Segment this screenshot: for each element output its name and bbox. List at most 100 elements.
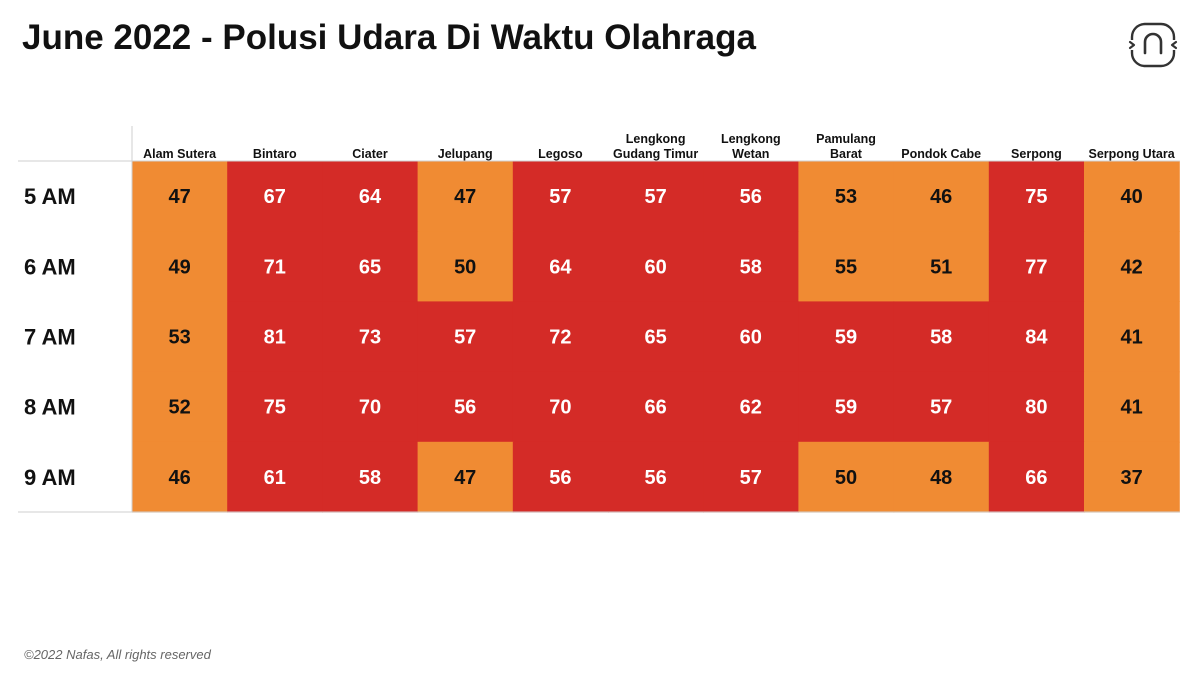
page-title: June 2022 - Polusi Udara Di Waktu Olahra… [22,18,756,57]
column-header-label: Serpong [1011,147,1062,161]
column-header-label: Jelupang [438,147,493,161]
cell-value-label: 61 [264,467,286,489]
cell-value-label: 60 [644,256,666,278]
cell-value-label: 41 [1120,397,1142,419]
heatmap-cell [132,301,228,373]
cell-value-label: 58 [359,467,381,489]
heatmap-cell [1084,161,1180,232]
cell-value-label: 72 [549,327,571,349]
cell-value-label: 47 [168,186,190,208]
heatmap-cell [322,441,419,513]
heatmap-cell [988,371,1085,443]
heatmap-cell [988,441,1085,513]
cell-value-label: 57 [930,397,952,419]
heatmap-cell [608,371,704,443]
cell-value-label: 49 [168,256,190,278]
heatmap-cell [322,301,419,373]
cell-value-label: 70 [549,397,571,419]
cell-value-label: 58 [930,327,952,349]
heatmap-cell [132,441,228,513]
cell-value-label: 46 [168,467,190,489]
heatmap-cell [512,301,609,373]
column-header-label: Barat [830,147,863,161]
nafas-logo-icon [1128,22,1178,68]
cell-value-label: 75 [264,397,286,419]
cell-value-label: 66 [644,397,666,419]
heatmap-cell [893,231,990,302]
heatmap-cell [322,161,419,232]
heatmap-cell [703,301,799,373]
heatmap-cell [417,231,514,302]
column-header-label: Ciater [352,147,388,161]
heatmap-cell [322,231,419,302]
cell-value-label: 65 [359,256,381,278]
cell-value-label: 73 [359,327,381,349]
cell-value-label: 42 [1120,256,1142,278]
heatmap-cell [798,161,895,232]
column-header-label: Serpong Utara [1089,147,1176,161]
cell-value-label: 56 [644,467,666,489]
cell-value-label: 46 [930,186,952,208]
heatmap-cell [798,231,895,302]
cell-value-label: 47 [454,186,476,208]
cell-value-label: 62 [740,397,762,419]
heatmap-cell [1084,231,1180,302]
cell-value-label: 57 [549,186,571,208]
heatmap-cell [512,441,609,513]
heatmap-cell [608,231,704,302]
row-header-label: 5 AM [24,184,76,209]
heatmap-cell [703,231,799,302]
heatmap-cell [227,371,323,443]
cell-value-label: 48 [930,467,952,489]
cell-value-label: 47 [454,467,476,489]
cell-value-label: 58 [740,256,762,278]
cell-value-label: 55 [835,256,857,278]
cell-value-label: 51 [930,256,952,278]
cell-value-label: 53 [168,327,190,349]
copyright-footer: ©2022 Nafas, All rights reserved [24,647,211,662]
cell-value-label: 56 [454,397,476,419]
column-header-label: Lengkong [626,132,686,146]
cell-value-label: 81 [264,327,286,349]
heatmap-cell [608,161,704,232]
cell-value-label: 70 [359,397,381,419]
cell-value-label: 57 [740,467,762,489]
cell-value-label: 80 [1025,397,1047,419]
row-header-label: 9 AM [24,465,76,490]
heatmap-cell [512,161,609,232]
heatmap-cell [132,161,228,232]
heatmap-cell [703,161,799,232]
cell-value-label: 75 [1025,186,1047,208]
cell-value-label: 56 [740,186,762,208]
row-header-label: 6 AM [24,254,76,279]
heatmap-cell [1084,301,1180,373]
cell-value-label: 71 [264,256,286,278]
cell-value-label: 40 [1120,186,1142,208]
column-header-label: Legoso [538,147,583,161]
heatmap-cell [893,371,990,443]
cell-value-label: 57 [454,327,476,349]
cell-value-label: 50 [835,467,857,489]
column-header-label: Gudang Timur [613,147,698,161]
cell-value-label: 84 [1025,327,1048,349]
heatmap-cell [132,371,228,443]
cell-value-label: 64 [359,186,382,208]
heatmap-cell [703,371,799,443]
heatmap-cell [322,371,419,443]
cell-value-label: 59 [835,397,857,419]
heatmap-cell [512,231,609,302]
cell-value-label: 65 [644,327,666,349]
heatmap-cell [227,301,323,373]
cell-value-label: 64 [549,256,572,278]
heatmap-cell [988,231,1085,302]
cell-value-label: 56 [549,467,571,489]
cell-value-label: 50 [454,256,476,278]
heatmap-cell [417,371,514,443]
cell-value-label: 66 [1025,467,1047,489]
heatmap-cell [893,441,990,513]
cell-value-label: 57 [644,186,666,208]
cell-value-label: 53 [835,186,857,208]
cell-value-label: 52 [168,397,190,419]
cell-value-label: 59 [835,327,857,349]
